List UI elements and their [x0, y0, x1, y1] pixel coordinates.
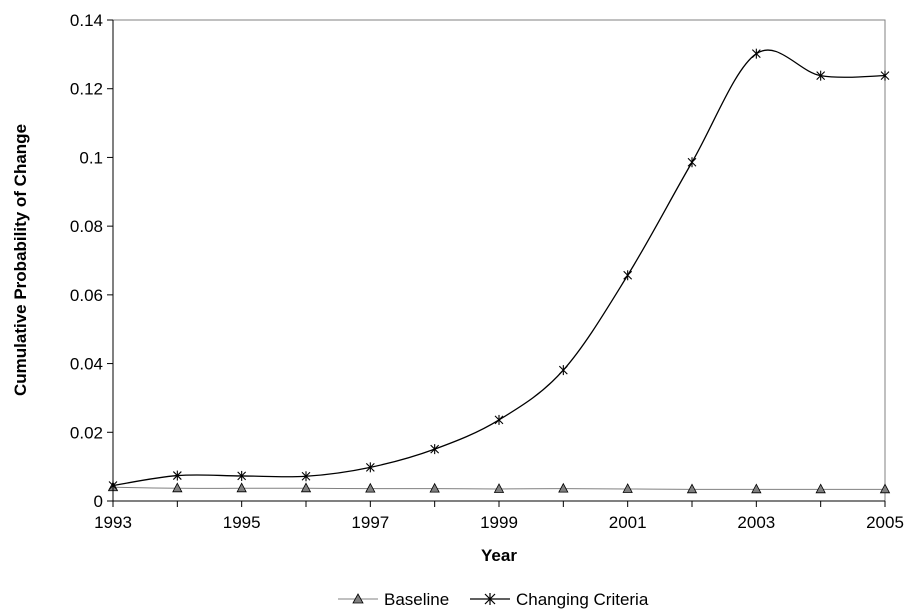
y-tick-label: 0.04 — [70, 355, 103, 374]
data-point-changing-criteria — [430, 444, 440, 455]
y-tick-label: 0.02 — [70, 423, 103, 442]
data-point-changing-criteria — [237, 470, 247, 481]
data-point-changing-criteria — [816, 70, 826, 81]
y-tick-label: 0.1 — [79, 148, 103, 167]
x-axis-ticks: 1993 1995 1997 1999 2001 2003 2005 — [94, 501, 904, 532]
y-tick-label: 0.14 — [70, 11, 103, 30]
x-tick-label: 2001 — [609, 513, 647, 532]
data-point-baseline — [300, 482, 312, 493]
x-tick-label: 1997 — [351, 513, 389, 532]
data-point-changing-criteria — [301, 471, 311, 482]
data-point-changing-criteria — [623, 270, 633, 281]
data-point-baseline — [493, 483, 505, 493]
plot-area — [112, 19, 886, 502]
data-point-baseline — [365, 482, 376, 493]
data-point-baseline — [815, 483, 826, 494]
legend: Baseline Changing Criteria — [338, 590, 649, 609]
legend-changing-criteria-marker — [484, 593, 496, 605]
data-point-baseline — [558, 482, 569, 493]
legend-item-changing-criteria: Changing Criteria — [470, 590, 649, 609]
data-point-baseline — [429, 482, 440, 493]
data-point-changing-criteria — [172, 470, 182, 481]
data-point-changing-criteria — [108, 480, 118, 491]
data-point-changing-criteria — [751, 48, 761, 59]
x-tick-label: 1999 — [480, 513, 518, 532]
x-tick-label: 2003 — [737, 513, 775, 532]
legend-item-baseline: Baseline — [338, 590, 449, 609]
legend-changing-criteria-label: Changing Criteria — [516, 590, 649, 609]
x-axis-title: Year — [481, 546, 517, 565]
data-point-changing-criteria — [365, 462, 375, 473]
y-tick-label: 0.08 — [70, 217, 103, 236]
data-point-baseline — [686, 483, 698, 494]
y-tick-label: 0 — [94, 492, 103, 511]
x-tick-label: 2005 — [866, 513, 904, 532]
data-point-changing-criteria — [880, 70, 890, 81]
data-point-baseline — [172, 482, 183, 493]
y-tick-label: 0.06 — [70, 286, 103, 305]
data-point-baseline — [236, 482, 247, 493]
y-axis-ticks: 0 0.02 0.04 0.06 0.08 0.1 0.12 0.14 — [70, 11, 113, 511]
data-point-baseline — [879, 483, 891, 494]
data-point-changing-criteria — [494, 414, 504, 425]
data-point-changing-criteria — [687, 157, 697, 168]
series-layer — [107, 48, 891, 494]
y-axis-title: Cumulative Probability of Change — [11, 124, 30, 396]
legend-baseline-marker — [352, 593, 364, 604]
x-tick-label: 1993 — [94, 513, 132, 532]
legend-baseline-label: Baseline — [384, 590, 449, 609]
data-point-baseline — [622, 483, 633, 493]
data-point-changing-criteria — [558, 365, 568, 376]
data-point-baseline — [751, 483, 762, 494]
x-tick-label: 1995 — [223, 513, 261, 532]
y-tick-label: 0.12 — [70, 80, 103, 99]
